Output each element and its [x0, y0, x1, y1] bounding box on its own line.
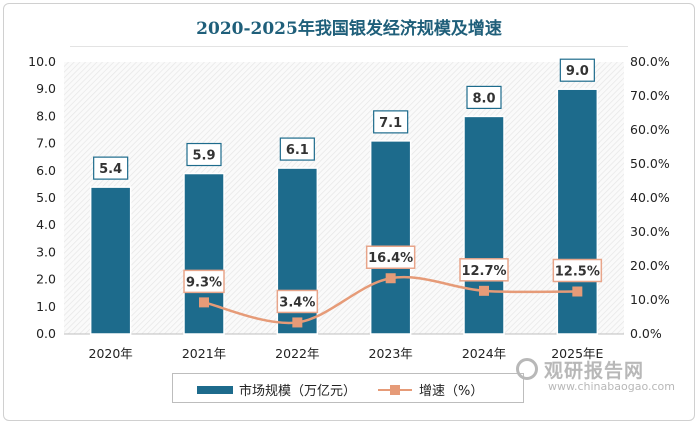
x-category-label: 2022年 — [275, 346, 319, 361]
y-right-tick-label: 80.0% — [630, 54, 670, 69]
bar — [369, 140, 412, 335]
y-left-tick-label: 1.0 — [36, 299, 56, 314]
y-left-tick-label: 7.0 — [36, 136, 56, 151]
y-left-tick-label: 4.0 — [36, 217, 56, 232]
growth-value-box — [276, 289, 319, 314]
bar-value-label: 8.0 — [472, 91, 495, 106]
x-category-label: 2025年E — [551, 346, 603, 361]
legend-bar-label: 市场规模（万亿元） — [239, 384, 357, 399]
bar-value-box — [373, 110, 409, 134]
bar-value-box — [186, 142, 222, 167]
x-category-label: 2023年 — [369, 346, 413, 361]
bar — [183, 172, 225, 335]
y-right-tick-label: 30.0% — [630, 224, 670, 239]
y-right-tick-label: 60.0% — [630, 122, 670, 137]
y-right-tick-label: 0.0% — [630, 326, 662, 341]
bar-value-box — [466, 85, 502, 110]
growth-value-label: 12.5% — [555, 265, 600, 280]
plot-area — [64, 62, 624, 334]
growth-value-label: 9.3% — [186, 275, 222, 290]
y-left-tick-label: 5.0 — [36, 190, 56, 205]
bar — [89, 186, 132, 335]
watermark-logo-icon — [516, 358, 538, 380]
growth-marker — [479, 285, 489, 296]
growth-value-box — [183, 269, 225, 294]
chart-title: 2020-2025年我国银发经济规模及增速 — [196, 19, 502, 39]
x-category-label: 2021年 — [182, 346, 226, 361]
watermark: 观研报告网 www.chinabaogao.com — [516, 356, 686, 396]
y-right-tick-label: 10.0% — [630, 292, 670, 307]
bar-value-label: 9.0 — [566, 64, 589, 79]
y-left-tick-label: 6.0 — [36, 163, 56, 178]
growth-value-label: 16.4% — [368, 251, 413, 266]
y-left-tick-label: 9.0 — [36, 81, 56, 96]
bar-value-label: 5.9 — [192, 149, 215, 164]
y-left-tick-label: 3.0 — [36, 244, 56, 259]
x-category-label: 2024年 — [462, 346, 506, 361]
title-divider — [70, 46, 628, 47]
legend-bar-swatch — [197, 386, 233, 394]
growth-marker — [292, 317, 303, 328]
legend: 市场规模（万亿元） 增速（%） — [172, 373, 524, 403]
y-left-tick-label: 8.0 — [36, 108, 56, 123]
bar-value-label: 5.4 — [99, 162, 122, 177]
growth-value-box — [459, 258, 509, 282]
y-left-tick-label: 10.0 — [28, 54, 56, 69]
bar — [463, 115, 505, 335]
bar-value-label: 6.1 — [286, 143, 309, 158]
bar-value-box — [559, 58, 595, 82]
growth-value-label: 12.7% — [461, 264, 506, 279]
bar-value-box — [93, 156, 129, 180]
growth-marker — [199, 297, 209, 308]
y-left-tick-label: 0.0 — [36, 326, 56, 341]
legend-line-marker — [390, 385, 400, 395]
growth-value-label: 3.4% — [279, 295, 315, 310]
y-right-tick-label: 40.0% — [630, 190, 670, 205]
bar-value-label: 7.1 — [379, 116, 402, 131]
growth-marker — [385, 273, 396, 284]
y-right-tick-label: 50.0% — [630, 156, 670, 171]
y-left-tick-label: 2.0 — [36, 272, 56, 287]
growth-marker — [572, 286, 583, 297]
y-right-tick-label: 70.0% — [630, 88, 670, 103]
growth-value-box — [552, 258, 603, 283]
watermark-url: www.chinabaogao.com — [548, 380, 675, 393]
bar-value-box — [279, 137, 315, 161]
watermark-brand: 观研报告网 — [544, 360, 645, 382]
growth-value-box — [365, 245, 416, 269]
legend-line-label: 增速（%） — [419, 384, 484, 399]
bar — [556, 88, 599, 335]
x-category-label: 2020年 — [89, 346, 133, 361]
y-right-tick-label: 20.0% — [630, 258, 670, 273]
